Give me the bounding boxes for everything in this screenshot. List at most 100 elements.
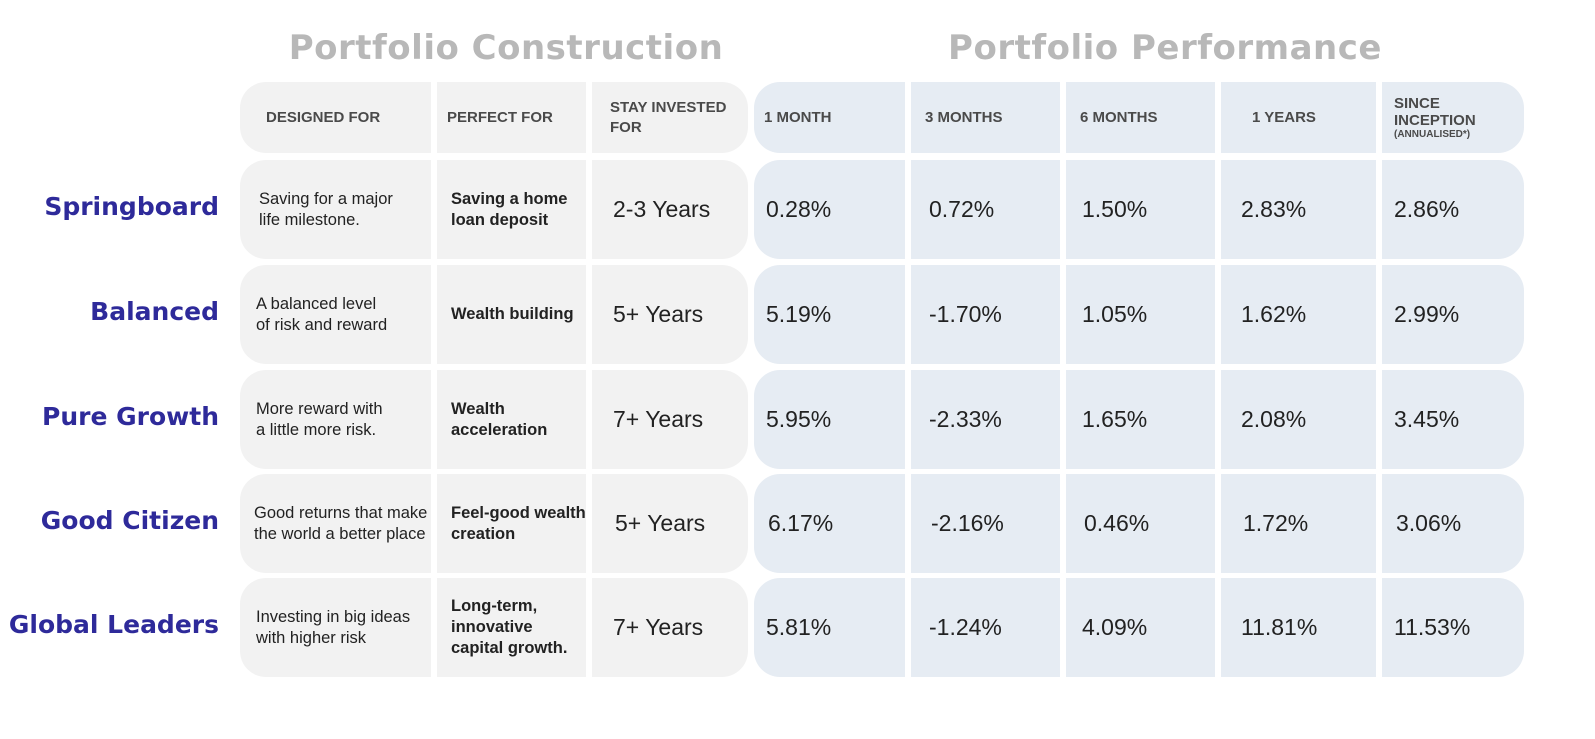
return-1-month-cell: 5.81% — [766, 578, 905, 677]
return-since-inception-value: 2.99% — [1394, 301, 1460, 327]
designed-for-text: of risk and reward — [256, 315, 388, 334]
designed-for-text: Saving for a major — [259, 189, 393, 208]
return-1-month-value: 5.81% — [766, 614, 832, 640]
return-3-months-value: 0.72% — [929, 196, 995, 222]
column-divider — [1060, 160, 1066, 259]
return-6-months-value: 1.05% — [1082, 301, 1148, 327]
header-3-months: 3 MONTHS — [925, 82, 1060, 153]
column-divider — [1215, 82, 1221, 153]
header-designed-for: DESIGNED FOR — [266, 82, 431, 153]
return-since-inception-cell: 2.86% — [1394, 160, 1524, 259]
construction-row: Investing in big ideas with higher risk Lo… — [240, 578, 748, 677]
perfect-for-text: creation — [451, 524, 516, 543]
column-divider — [1215, 474, 1221, 573]
portfolio-construction-title: Portfolio Construction — [288, 28, 724, 68]
return-1-year-cell: 2.08% — [1241, 370, 1376, 469]
return-since-inception-value: 2.86% — [1394, 196, 1460, 222]
return-1-year-value: 2.08% — [1241, 406, 1307, 432]
return-3-months-cell: -2.33% — [929, 370, 1060, 469]
column-divider — [1060, 474, 1066, 573]
portfolio-name: Pure Growth — [42, 401, 219, 431]
designed-for-text: More reward with — [256, 399, 383, 418]
designed-for-cell: Saving for a major life milestone. — [259, 160, 431, 259]
column-divider — [1376, 578, 1382, 677]
perfect-for-cell: Wealth building — [451, 265, 586, 364]
construction-row: More reward with a little more risk. Wealt… — [240, 370, 748, 469]
portfolio-name: Balanced — [90, 296, 219, 326]
return-since-inception-cell: 3.45% — [1394, 370, 1524, 469]
perfect-for-text-lines: Feel-good wealth creation — [451, 503, 586, 545]
stay-invested-cell: 5+ Years — [615, 474, 748, 573]
portfolio-name: Good Citizen — [40, 505, 219, 535]
column-divider — [586, 160, 592, 259]
perfect-for-text: loan deposit — [451, 210, 549, 229]
header-since-inception-lines: SINCE INCEPTION (ANNUALISED*) — [1394, 95, 1476, 141]
return-6-months-cell: 0.46% — [1084, 474, 1215, 573]
designed-for-text-lines: Saving for a major life milestone. — [259, 189, 393, 231]
designed-for-cell: Good returns that make the world a better… — [254, 474, 431, 573]
column-divider — [431, 578, 437, 677]
return-3-months-value: -1.24% — [929, 614, 1002, 640]
return-1-month-cell: 5.19% — [766, 265, 905, 364]
return-3-months-value: -2.33% — [929, 406, 1002, 432]
return-1-year-value: 1.72% — [1243, 510, 1309, 536]
column-divider — [905, 265, 911, 364]
column-divider — [1376, 370, 1382, 469]
return-since-inception-value: 3.06% — [1396, 510, 1462, 536]
header-1-month: 1 MONTH — [764, 82, 905, 153]
perfect-for-cell: Wealth acceleration — [451, 370, 586, 469]
perfect-for-cell: Long-term, innovative capital growth. — [451, 578, 586, 677]
column-divider — [905, 578, 911, 677]
perfect-for-text: Wealth — [451, 399, 505, 418]
return-6-months-value: 0.46% — [1084, 510, 1150, 536]
return-1-year-cell: 2.83% — [1241, 160, 1376, 259]
column-divider — [1376, 160, 1382, 259]
return-6-months-value: 1.50% — [1082, 196, 1148, 222]
designed-for-text-lines: Investing in big ideas with higher risk — [256, 607, 410, 649]
column-divider — [905, 160, 911, 259]
return-1-year-cell: 1.62% — [1241, 265, 1376, 364]
return-1-year-value: 2.83% — [1241, 196, 1307, 222]
return-6-months-cell: 1.05% — [1082, 265, 1215, 364]
return-1-month-cell: 5.95% — [766, 370, 905, 469]
stay-invested-value: 7+ Years — [613, 614, 704, 640]
header-since-inception-label: INCEPTION — [1394, 111, 1476, 129]
return-1-year-cell: 11.81% — [1241, 578, 1376, 677]
return-6-months-cell: 1.50% — [1082, 160, 1215, 259]
stay-invested-value: 7+ Years — [613, 406, 704, 432]
header-since-inception-label: SINCE — [1394, 94, 1440, 112]
header-stay-invested: STAY INVESTED FOR — [610, 82, 748, 153]
portfolio-name: Springboard — [44, 191, 219, 221]
designed-for-cell: A balanced level of risk and reward — [256, 265, 431, 364]
designed-for-text-lines: More reward with a little more risk. — [256, 399, 383, 441]
header-perfect-for: PERFECT FOR — [447, 82, 586, 153]
return-1-year-cell: 1.72% — [1243, 474, 1376, 573]
performance-row: 6.17% -2.16% 0.46% 1.72% 3.06% — [754, 474, 1524, 573]
return-3-months-cell: 0.72% — [929, 160, 1060, 259]
perfect-for-text: Wealth building — [451, 305, 574, 323]
perfect-for-text: innovative — [451, 618, 533, 636]
perfect-for-text-lines: Wealth building — [451, 304, 574, 325]
header-stay-invested-label: FOR — [610, 118, 642, 136]
header-perfect-for-label: PERFECT FOR — [447, 108, 553, 126]
designed-for-text: with higher risk — [256, 628, 367, 647]
designed-for-text: the world a better place — [254, 524, 426, 543]
designed-for-text-lines: A balanced level of risk and reward — [256, 294, 387, 336]
perfect-for-text: acceleration — [451, 420, 548, 439]
column-divider — [431, 82, 437, 153]
performance-row: 5.95% -2.33% 1.65% 2.08% 3.45% — [754, 370, 1524, 469]
designed-for-cell: Investing in big ideas with higher risk — [256, 578, 431, 677]
header-6-months-label: 6 MONTHS — [1080, 108, 1158, 126]
designed-for-text: a little more risk. — [256, 420, 377, 439]
column-divider — [431, 370, 437, 469]
return-1-month-value: 6.17% — [768, 510, 834, 536]
column-divider — [1215, 160, 1221, 259]
column-divider — [905, 82, 911, 153]
header-1-years: 1 YEARS — [1252, 82, 1376, 153]
perfect-for-text-lines: Long-term, innovative capital growth. — [451, 596, 567, 659]
return-since-inception-cell: 3.06% — [1396, 474, 1524, 573]
perfect-for-text: Long-term, — [451, 597, 538, 615]
header-stay-invested-label-lines: STAY INVESTED FOR — [610, 98, 726, 138]
column-divider — [1060, 370, 1066, 469]
performance-row: 5.19% -1.70% 1.05% 1.62% 2.99% — [754, 265, 1524, 364]
